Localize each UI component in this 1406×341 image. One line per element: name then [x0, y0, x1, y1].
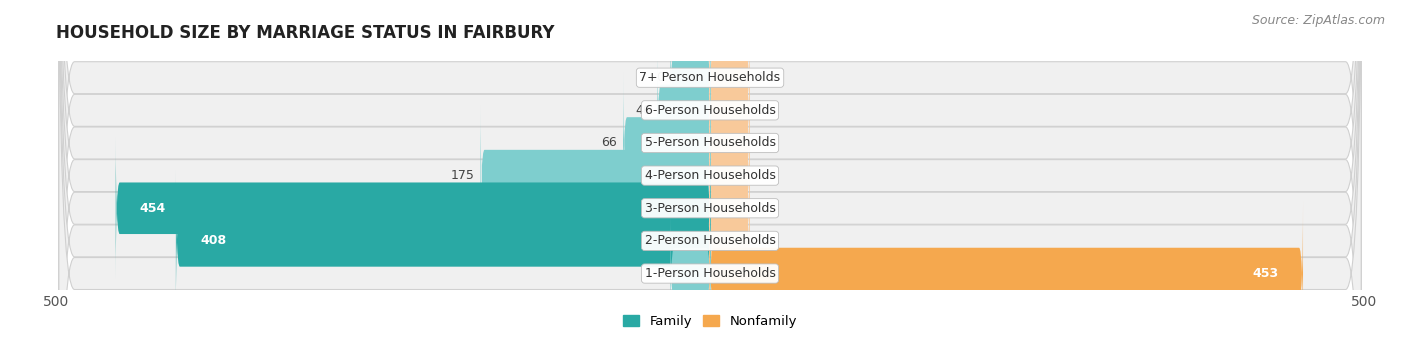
Text: 2-Person Households: 2-Person Households — [644, 234, 776, 247]
Text: 40: 40 — [636, 104, 651, 117]
FancyBboxPatch shape — [671, 202, 710, 341]
FancyBboxPatch shape — [710, 136, 749, 280]
Text: 175: 175 — [451, 169, 475, 182]
Text: 454: 454 — [141, 202, 166, 215]
FancyBboxPatch shape — [176, 169, 710, 313]
Text: HOUSEHOLD SIZE BY MARRIAGE STATUS IN FAIRBURY: HOUSEHOLD SIZE BY MARRIAGE STATUS IN FAI… — [56, 24, 555, 42]
Text: Source: ZipAtlas.com: Source: ZipAtlas.com — [1251, 14, 1385, 27]
Text: 453: 453 — [1253, 267, 1279, 280]
FancyBboxPatch shape — [481, 103, 710, 248]
FancyBboxPatch shape — [710, 38, 749, 182]
FancyBboxPatch shape — [59, 0, 1361, 341]
FancyBboxPatch shape — [59, 0, 1361, 341]
Text: 0: 0 — [756, 71, 763, 84]
FancyBboxPatch shape — [59, 0, 1361, 341]
FancyBboxPatch shape — [59, 0, 1361, 341]
Text: 0: 0 — [657, 71, 664, 84]
Text: 0: 0 — [756, 136, 763, 149]
FancyBboxPatch shape — [115, 136, 710, 280]
Legend: Family, Nonfamily: Family, Nonfamily — [619, 310, 801, 333]
Text: 7+ Person Households: 7+ Person Households — [640, 71, 780, 84]
FancyBboxPatch shape — [671, 5, 710, 150]
FancyBboxPatch shape — [657, 38, 710, 182]
Text: 1-Person Households: 1-Person Households — [644, 267, 776, 280]
Text: 0: 0 — [756, 169, 763, 182]
FancyBboxPatch shape — [59, 0, 1361, 341]
FancyBboxPatch shape — [710, 5, 749, 150]
Text: 408: 408 — [200, 234, 226, 247]
FancyBboxPatch shape — [710, 71, 749, 215]
Text: 5-Person Households: 5-Person Households — [644, 136, 776, 149]
FancyBboxPatch shape — [623, 71, 710, 215]
Text: 0: 0 — [756, 202, 763, 215]
Text: 0: 0 — [756, 104, 763, 117]
Text: 66: 66 — [602, 136, 617, 149]
Text: 3-Person Households: 3-Person Households — [644, 202, 776, 215]
FancyBboxPatch shape — [710, 169, 749, 313]
FancyBboxPatch shape — [59, 0, 1361, 341]
Text: 6-Person Households: 6-Person Households — [644, 104, 776, 117]
Text: 0: 0 — [657, 267, 664, 280]
Text: 4-Person Households: 4-Person Households — [644, 169, 776, 182]
FancyBboxPatch shape — [59, 0, 1361, 341]
FancyBboxPatch shape — [710, 202, 1303, 341]
FancyBboxPatch shape — [710, 103, 749, 248]
Text: 0: 0 — [756, 234, 763, 247]
